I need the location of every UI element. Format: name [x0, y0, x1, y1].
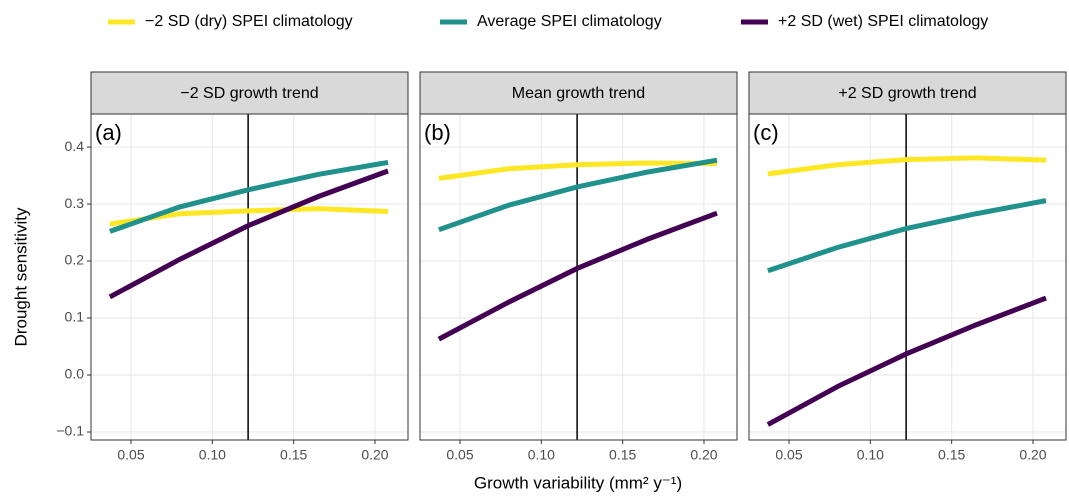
legend-label: +2 SD (wet) SPEI climatology: [778, 13, 988, 30]
legend-label: −2 SD (dry) SPEI climatology: [145, 13, 353, 30]
x-axis-label: Growth variability (mm² y⁻¹): [474, 473, 682, 492]
plot-border: [419, 113, 738, 441]
panel-title: −2 SD growth trend: [180, 85, 318, 102]
x-tick-label: 0.10: [857, 447, 884, 463]
line: [766, 295, 1047, 427]
y-tick-label: 0.3: [65, 195, 85, 211]
x-tick-label: 0.20: [1019, 447, 1046, 463]
x-tick-label: 0.10: [528, 447, 555, 463]
x-tick-label: 0.05: [446, 447, 473, 463]
strip: [90, 71, 409, 115]
line: [108, 168, 389, 300]
x-tick-label: 0.15: [938, 447, 965, 463]
line: [438, 157, 718, 233]
plot-bg: [91, 114, 408, 440]
x-tick-label: 0.05: [775, 447, 802, 463]
y-tick-label: 0.0: [65, 366, 85, 382]
panel-title: Mean growth trend: [512, 85, 645, 102]
x-tick-label: 0.10: [199, 447, 226, 463]
line: [767, 155, 1047, 177]
plot-bg: [749, 114, 1066, 440]
x-tick-label: 0.05: [117, 447, 144, 463]
panel-label: (a): [95, 120, 122, 145]
plot-bg: [420, 114, 737, 440]
plot-border: [90, 113, 409, 441]
y-tick-label: 0.4: [65, 138, 85, 154]
y-tick-label: 0.1: [65, 309, 85, 325]
x-tick-label: 0.20: [361, 447, 388, 463]
line: [767, 198, 1047, 274]
plot-border: [748, 113, 1067, 441]
line: [109, 159, 389, 234]
y-tick-label: 0.2: [65, 252, 85, 268]
panel-label: (c): [753, 120, 779, 145]
x-tick-label: 0.15: [609, 447, 636, 463]
strip: [419, 71, 738, 115]
x-tick-label: 0.20: [690, 447, 717, 463]
panel-title: +2 SD growth trend: [838, 85, 976, 102]
y-axis-label: Drought sensitivity: [11, 207, 30, 346]
line: [437, 210, 718, 342]
panel-label: (b): [424, 120, 451, 145]
x-tick-label: 0.15: [280, 447, 307, 463]
line: [438, 160, 718, 181]
strip: [748, 71, 1067, 115]
y-tick-label: −0.1: [56, 423, 84, 439]
legend-label: Average SPEI climatology: [477, 13, 662, 30]
